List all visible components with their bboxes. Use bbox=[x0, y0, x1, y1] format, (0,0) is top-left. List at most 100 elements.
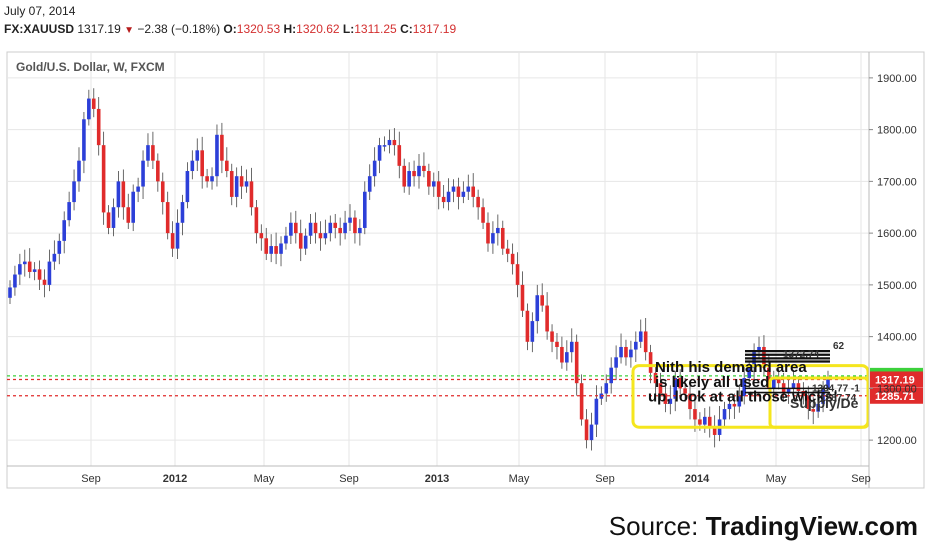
candle-body[interactable] bbox=[412, 171, 416, 177]
candle-body[interactable] bbox=[436, 181, 441, 197]
candle-body[interactable] bbox=[264, 238, 269, 254]
candle-body[interactable] bbox=[358, 227, 362, 234]
candle-body[interactable] bbox=[515, 264, 520, 285]
candle-body[interactable] bbox=[604, 383, 609, 394]
candle-body[interactable] bbox=[397, 145, 402, 166]
symbol-name[interactable]: FX:XAUUSD bbox=[4, 22, 75, 36]
candle-body[interactable] bbox=[131, 191, 135, 223]
candle-body[interactable] bbox=[62, 220, 67, 241]
candle-body[interactable] bbox=[441, 196, 446, 203]
candle-body[interactable] bbox=[303, 235, 308, 249]
candle-body[interactable] bbox=[333, 222, 338, 228]
candle-body[interactable] bbox=[165, 202, 170, 234]
candle-body[interactable] bbox=[328, 222, 333, 234]
candle-body[interactable] bbox=[786, 388, 791, 394]
candle-body[interactable] bbox=[91, 98, 96, 109]
candle-body[interactable] bbox=[279, 243, 283, 254]
candle-body[interactable] bbox=[195, 150, 200, 161]
candle-body[interactable] bbox=[422, 165, 426, 172]
candle-body[interactable] bbox=[678, 378, 682, 389]
candle-body[interactable] bbox=[343, 222, 347, 234]
candle-body[interactable] bbox=[72, 181, 76, 203]
candle-body[interactable] bbox=[816, 403, 820, 412]
candle-body[interactable] bbox=[776, 378, 781, 384]
candle-body[interactable] bbox=[136, 186, 140, 192]
candle-body[interactable] bbox=[387, 139, 392, 146]
candle-body[interactable] bbox=[407, 171, 411, 187]
candle-body[interactable] bbox=[269, 246, 273, 254]
candle-body[interactable] bbox=[771, 378, 776, 389]
candle-body[interactable] bbox=[658, 383, 663, 394]
candle-body[interactable] bbox=[742, 378, 747, 397]
price-chart[interactable]: Gold/U.S. Dollar, W, FXCM 1324.171317.19… bbox=[0, 40, 932, 500]
candle-body[interactable] bbox=[451, 186, 456, 192]
candle-body[interactable] bbox=[540, 295, 544, 306]
candle-body[interactable] bbox=[491, 233, 495, 244]
candle-body[interactable] bbox=[254, 207, 259, 234]
candle-body[interactable] bbox=[668, 398, 673, 404]
candle-body[interactable] bbox=[77, 160, 81, 182]
candle-body[interactable] bbox=[500, 227, 505, 249]
candle-body[interactable] bbox=[205, 176, 209, 182]
candle-body[interactable] bbox=[96, 108, 101, 146]
candle-body[interactable] bbox=[737, 396, 742, 407]
candle-body[interactable] bbox=[520, 284, 525, 311]
candles[interactable] bbox=[8, 88, 830, 451]
candle-body[interactable] bbox=[382, 145, 387, 147]
candle-body[interactable] bbox=[703, 416, 707, 425]
candle-body[interactable] bbox=[791, 383, 796, 389]
candle-body[interactable] bbox=[111, 207, 116, 228]
candle-body[interactable] bbox=[298, 233, 303, 249]
candle-body[interactable] bbox=[693, 409, 697, 420]
candle-body[interactable] bbox=[294, 222, 298, 234]
candle-body[interactable] bbox=[210, 176, 214, 182]
candle-body[interactable] bbox=[811, 409, 816, 412]
candle-body[interactable] bbox=[156, 160, 160, 182]
candle-body[interactable] bbox=[560, 346, 564, 363]
candle-body[interactable] bbox=[584, 419, 589, 441]
candle-body[interactable] bbox=[377, 145, 382, 161]
level-tag-red[interactable] bbox=[870, 387, 923, 404]
candle-body[interactable] bbox=[215, 134, 219, 177]
candle-body[interactable] bbox=[308, 222, 313, 236]
candle-body[interactable] bbox=[284, 235, 288, 244]
price-axis[interactable]: 1200.00 1300.00 1400.00 1500.00 1600.00 1700.… bbox=[868, 52, 917, 488]
candle-body[interactable] bbox=[87, 98, 91, 120]
candle-body[interactable] bbox=[47, 261, 52, 285]
candle-body[interactable] bbox=[42, 279, 47, 285]
candle-body[interactable] bbox=[57, 240, 62, 254]
candle-body[interactable] bbox=[146, 145, 150, 161]
candle-body[interactable] bbox=[318, 233, 323, 239]
candle-body[interactable] bbox=[8, 287, 12, 298]
candle-body[interactable] bbox=[648, 352, 653, 373]
candle-body[interactable] bbox=[496, 227, 500, 234]
candle-body[interactable] bbox=[727, 403, 732, 410]
supply-zone-box[interactable] bbox=[768, 376, 870, 429]
candle-body[interactable] bbox=[22, 261, 27, 265]
candle-body[interactable] bbox=[471, 186, 476, 197]
candle-body[interactable] bbox=[634, 341, 638, 350]
candle-body[interactable] bbox=[589, 424, 594, 441]
candle-body[interactable] bbox=[348, 217, 352, 223]
candle-body[interactable] bbox=[323, 233, 328, 239]
candle-body[interactable] bbox=[402, 165, 407, 187]
candle-body[interactable] bbox=[417, 165, 421, 177]
candle-body[interactable] bbox=[392, 139, 397, 146]
candle-body[interactable] bbox=[160, 181, 165, 203]
candle-body[interactable] bbox=[234, 176, 239, 197]
candle-body[interactable] bbox=[619, 346, 623, 358]
candle-body[interactable] bbox=[673, 378, 678, 399]
candle-body[interactable] bbox=[806, 396, 811, 410]
candle-body[interactable] bbox=[510, 253, 515, 265]
candle-body[interactable] bbox=[574, 341, 579, 384]
candle-body[interactable] bbox=[101, 145, 106, 213]
candle-body[interactable] bbox=[530, 321, 535, 342]
candle-body[interactable] bbox=[707, 416, 712, 428]
candle-body[interactable] bbox=[353, 217, 357, 234]
candle-body[interactable] bbox=[82, 119, 86, 161]
candle-body[interactable] bbox=[826, 379, 830, 389]
candle-body[interactable] bbox=[643, 331, 648, 353]
candle-body[interactable] bbox=[362, 191, 367, 228]
candle-body[interactable] bbox=[239, 176, 244, 187]
